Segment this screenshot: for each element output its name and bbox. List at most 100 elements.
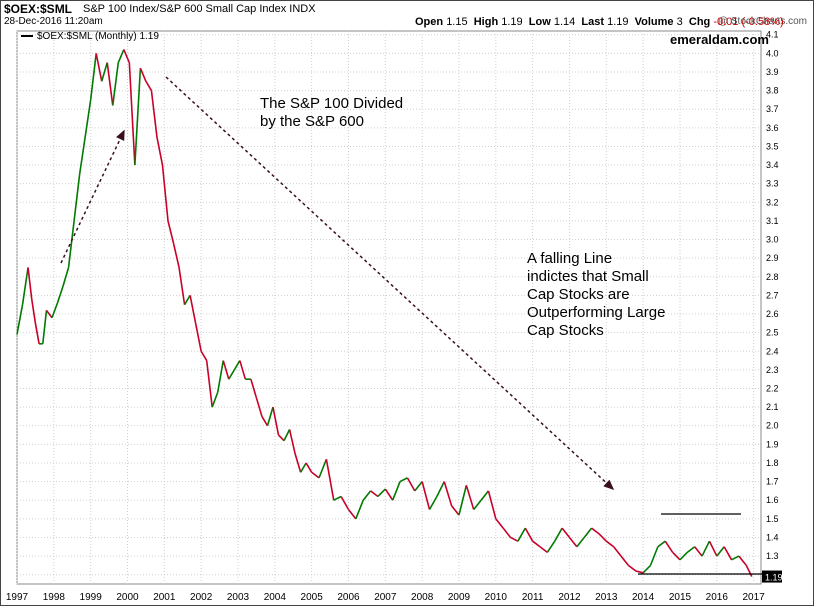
series-segment — [134, 68, 142, 166]
series-segment — [679, 551, 688, 561]
y-tick-label: 2.8 — [766, 272, 779, 282]
series-segment — [340, 496, 350, 510]
x-tick-label: 2005 — [301, 592, 324, 603]
series-segment — [21, 267, 29, 305]
series-segment — [228, 369, 235, 380]
y-tick-label: 3.5 — [766, 141, 779, 151]
chg-value: -0.01 (-0.58%) — [713, 16, 784, 28]
last-label: Last — [581, 16, 605, 28]
y-tick-label: 1.6 — [766, 495, 779, 505]
series-segment — [34, 323, 40, 344]
series-segment — [627, 564, 637, 572]
series-segment — [370, 490, 379, 498]
index-name: S&P 100 Index/S&P 600 Small Cap Index IN… — [83, 3, 316, 15]
series-segment — [554, 527, 563, 542]
site-watermark: emeraldam.com — [670, 32, 769, 47]
series-segment — [347, 509, 357, 520]
series-segment — [16, 304, 24, 335]
y-tick-label: 3.6 — [766, 123, 779, 133]
series-segment — [41, 310, 48, 344]
y-tick-label: 3.3 — [766, 179, 779, 189]
series-segment — [67, 220, 75, 268]
series-segment — [532, 540, 541, 548]
series-segment — [222, 360, 230, 380]
series-segment — [391, 481, 401, 501]
x-tick-label: 2007 — [374, 592, 397, 603]
series-segment — [145, 80, 153, 91]
last-value: 1.19 — [607, 16, 629, 28]
series-segment — [620, 555, 630, 566]
x-tick-label: 2015 — [669, 592, 692, 603]
series-segment — [172, 243, 180, 268]
legend-label: $OEX:$SML (Monthly) 1.19 — [37, 31, 159, 42]
series-segment — [642, 564, 652, 574]
series-segment — [277, 434, 285, 442]
series-segment — [731, 555, 740, 561]
y-tick-label: 1.3 — [766, 551, 779, 561]
series-segment — [421, 481, 431, 510]
series-segment — [738, 555, 747, 566]
series-segment — [333, 495, 342, 501]
x-tick-label: 2010 — [485, 592, 508, 603]
x-tick-label: 2004 — [264, 592, 287, 603]
open-value: 1.15 — [446, 16, 468, 28]
y-tick-label: 4.1 — [766, 30, 779, 40]
x-tick-label: 2008 — [411, 592, 434, 603]
series-segment — [355, 499, 364, 520]
y-tick-label: 1.5 — [766, 514, 779, 524]
series-segment — [325, 459, 335, 501]
last-value-tag — [762, 570, 782, 583]
x-tick-label: 1999 — [80, 592, 103, 603]
low-label: Low — [528, 16, 551, 28]
x-tick-label: 2000 — [116, 592, 139, 603]
series-segment — [205, 360, 214, 408]
x-tick-label: 2006 — [337, 592, 360, 603]
series-segment — [414, 481, 423, 492]
series-segment — [27, 267, 33, 300]
series-segment — [30, 299, 37, 324]
title-annotation: The S&P 100 Divided by the S&P 600 — [260, 95, 404, 130]
x-tick-label: 1998 — [43, 592, 66, 603]
x-tick-label: 2013 — [595, 592, 618, 603]
series-segment — [117, 49, 125, 63]
y-tick-label: 1.4 — [766, 532, 779, 542]
series-segment — [178, 267, 186, 305]
y-tick-label: 2.4 — [766, 346, 779, 356]
series-segment — [111, 62, 120, 106]
y-tick-label: 1.7 — [766, 477, 779, 487]
volume-label: Volume — [634, 16, 674, 28]
x-tick-label: 2011 — [522, 592, 544, 603]
series-segment — [318, 458, 328, 479]
series-segment — [399, 477, 408, 483]
rise-arrow — [60, 129, 125, 264]
series-segment — [450, 505, 460, 516]
series-segment — [216, 360, 225, 393]
y-tick-label: 1.9 — [766, 439, 779, 449]
series-segment — [266, 406, 274, 426]
x-tick-label: 2016 — [706, 592, 729, 603]
series-segment — [233, 360, 241, 371]
series-segment — [701, 540, 711, 557]
series-segment — [546, 540, 556, 553]
x-tick-label: 2017 — [743, 592, 766, 603]
y-tick-label: 4.0 — [766, 48, 779, 58]
y-tick-label: 2.1 — [766, 402, 779, 412]
volume-value: 3 — [676, 16, 683, 28]
series-segment — [745, 565, 753, 577]
y-tick-label: 2.9 — [766, 253, 779, 263]
series-segment — [294, 453, 302, 473]
last-value-label: 1.19 — [765, 573, 783, 583]
series-segment — [568, 536, 578, 548]
series-segment — [672, 551, 681, 561]
series-segment — [78, 137, 86, 175]
series-segment — [465, 485, 475, 510]
series-segment — [62, 267, 70, 287]
series-segment — [694, 546, 703, 557]
chg-label: Chg — [688, 16, 711, 28]
series-segment — [487, 490, 497, 520]
series-segment — [635, 570, 644, 574]
series-segment — [480, 490, 490, 501]
series-segment — [95, 53, 103, 82]
series-segment — [576, 536, 585, 548]
